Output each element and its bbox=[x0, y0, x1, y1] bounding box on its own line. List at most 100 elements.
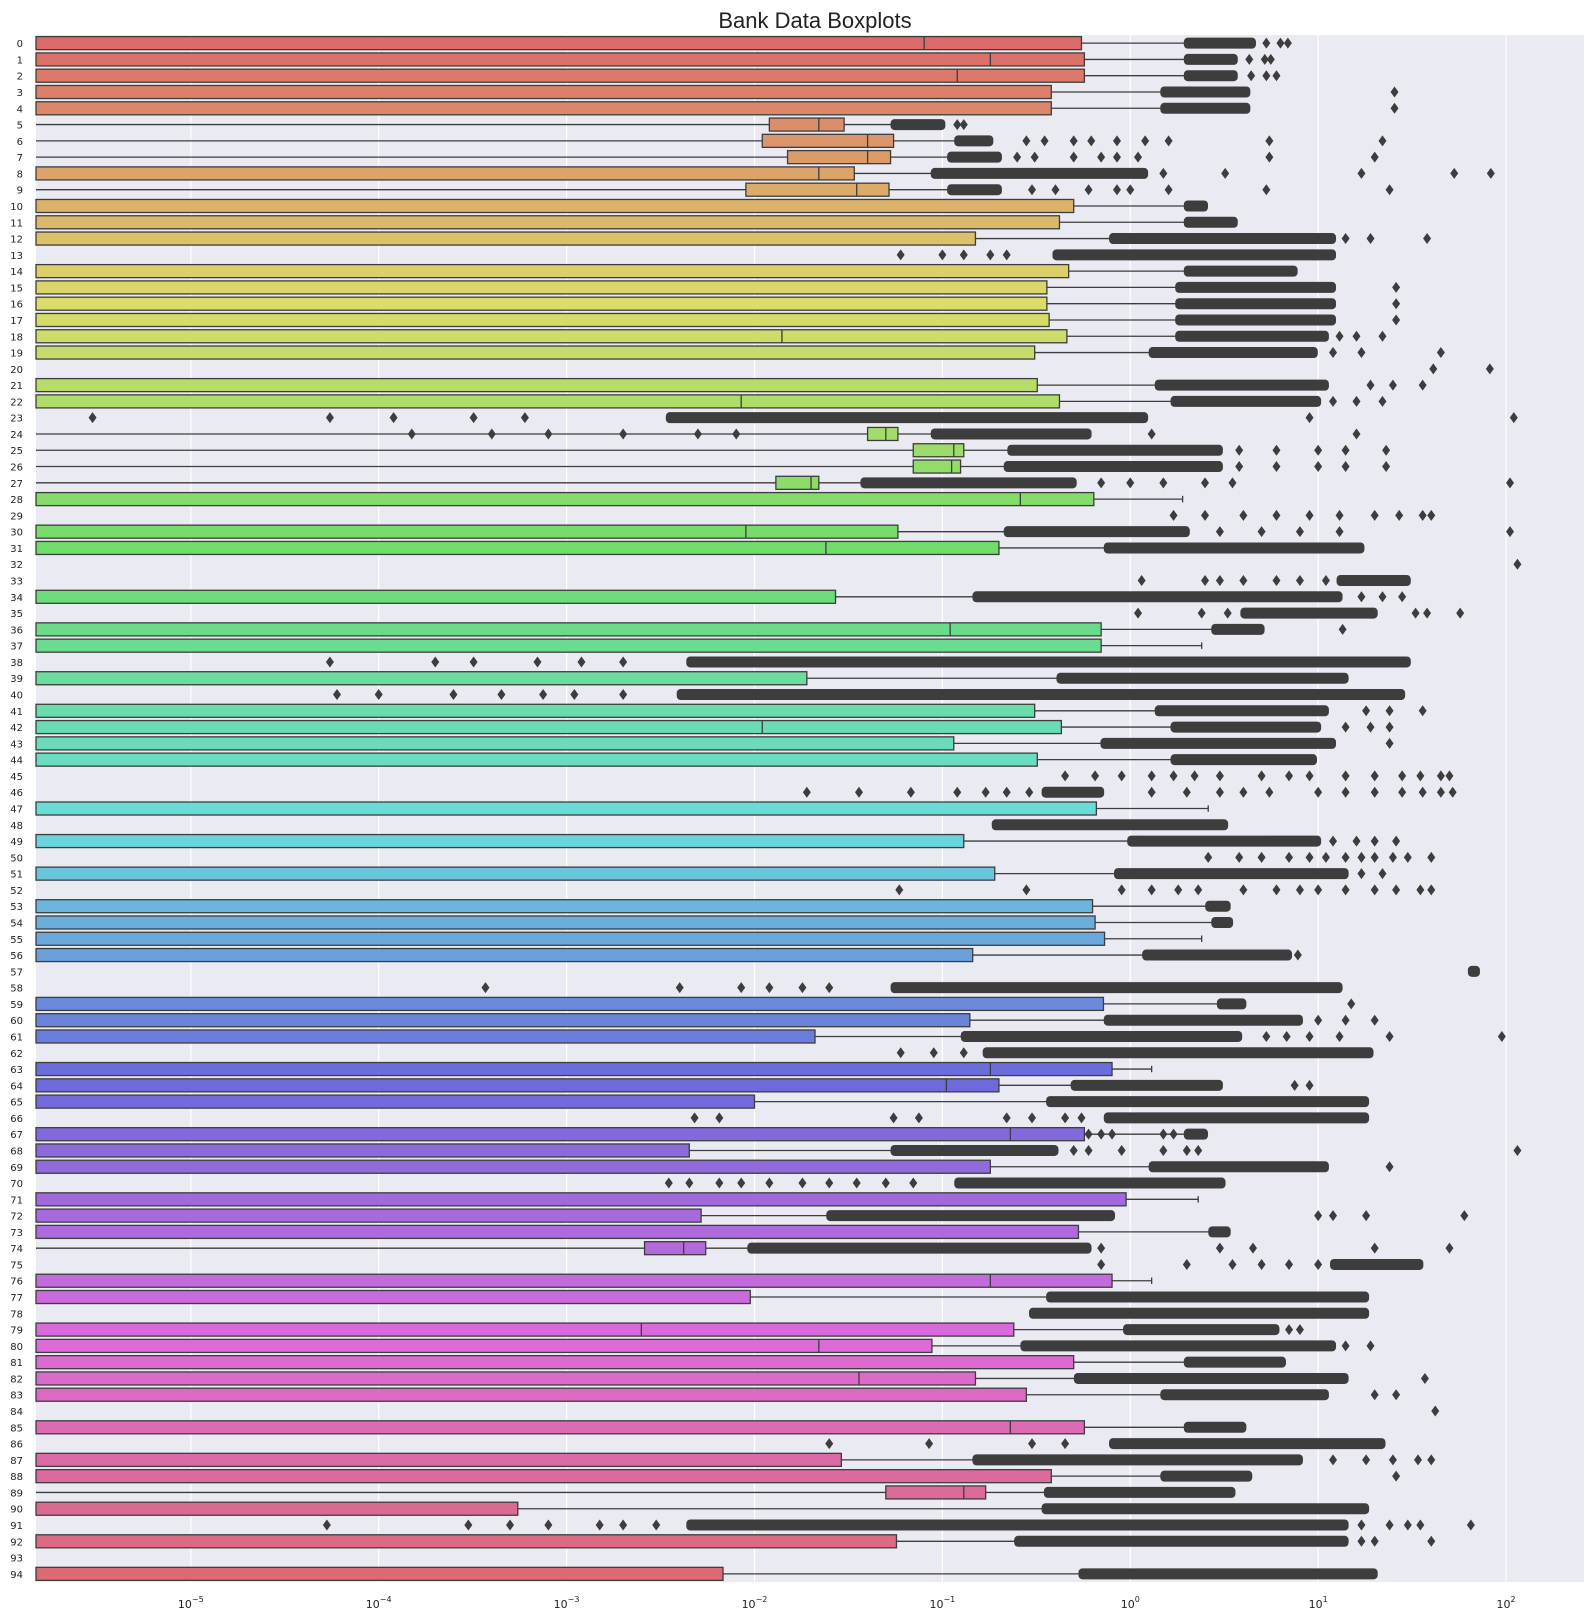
outlier-point bbox=[1025, 786, 1034, 798]
y-tick-label: 29 bbox=[10, 511, 23, 522]
outlier-point bbox=[1285, 770, 1294, 782]
flier-band bbox=[1240, 607, 1378, 619]
box-row-47 bbox=[35, 801, 1209, 816]
y-tick-label: 35 bbox=[10, 609, 23, 620]
outlier-point bbox=[1436, 786, 1445, 798]
box bbox=[35, 84, 1052, 100]
outlier-point bbox=[1385, 1161, 1394, 1173]
outlier-point bbox=[1329, 835, 1338, 847]
box bbox=[745, 182, 890, 197]
outlier-point bbox=[1321, 851, 1330, 863]
outlier-point bbox=[1321, 575, 1330, 587]
x-tick-label: 102 bbox=[1496, 1595, 1515, 1611]
y-tick-label: 80 bbox=[10, 1342, 23, 1353]
box-row-0 bbox=[35, 35, 1292, 51]
box bbox=[35, 1468, 1052, 1484]
outlier-point bbox=[1235, 851, 1244, 863]
outlier-point bbox=[1378, 591, 1387, 603]
box-row-59 bbox=[35, 996, 1356, 1012]
box bbox=[35, 1127, 1086, 1142]
outlier-point bbox=[1357, 1535, 1366, 1547]
y-tick-label: 14 bbox=[10, 267, 23, 278]
flier-band bbox=[1142, 949, 1293, 961]
flier-band bbox=[676, 689, 1406, 701]
outlier-point bbox=[1357, 851, 1366, 863]
y-tick-label: 49 bbox=[10, 837, 23, 848]
y-tick-label: 34 bbox=[10, 593, 23, 604]
box-row-46 bbox=[802, 786, 1457, 798]
outlier-point bbox=[1147, 428, 1156, 440]
box bbox=[35, 1322, 1015, 1337]
box bbox=[35, 198, 1075, 214]
flier-band bbox=[1183, 53, 1238, 65]
outlier-point bbox=[1097, 1258, 1106, 1270]
flier-band bbox=[1043, 1486, 1236, 1498]
outlier-point bbox=[1197, 607, 1206, 619]
outlier-point bbox=[1456, 607, 1465, 619]
outlier-point bbox=[1403, 851, 1412, 863]
y-tick-label: 85 bbox=[10, 1423, 23, 1434]
flier-band bbox=[1183, 265, 1298, 277]
x-tick-base: 10 bbox=[929, 1598, 943, 1611]
outlier-point bbox=[1159, 1144, 1168, 1156]
box-row-16 bbox=[35, 296, 1401, 311]
outlier-point bbox=[1411, 607, 1420, 619]
box-row-77 bbox=[35, 1289, 1370, 1305]
flier-band bbox=[972, 591, 1343, 603]
outlier-point bbox=[798, 1177, 807, 1189]
y-tick-label: 57 bbox=[10, 967, 23, 978]
y-tick-label: 60 bbox=[10, 1016, 23, 1027]
box bbox=[35, 1338, 933, 1354]
outlier-point bbox=[389, 412, 398, 424]
outlier-point bbox=[1028, 184, 1037, 196]
y-tick-label: 41 bbox=[10, 707, 23, 718]
flier-band bbox=[1148, 347, 1318, 359]
x-tick-exponent: −4 bbox=[380, 1595, 392, 1604]
y-tick-label: 82 bbox=[10, 1374, 23, 1385]
outlier-point bbox=[544, 428, 553, 440]
outlier-point bbox=[1370, 1389, 1379, 1401]
x-tick-exponent: −1 bbox=[943, 1595, 955, 1604]
y-tick-label: 50 bbox=[10, 853, 23, 864]
x-tick-label: 10−4 bbox=[366, 1595, 392, 1611]
outlier-point bbox=[506, 1519, 515, 1531]
outlier-point bbox=[520, 412, 529, 424]
box-row-84 bbox=[1431, 1405, 1440, 1417]
box bbox=[35, 736, 955, 751]
y-tick-label: 1 bbox=[17, 55, 23, 66]
y-tick-label: 62 bbox=[10, 1049, 23, 1060]
box bbox=[35, 589, 837, 604]
outlier-point bbox=[1341, 721, 1350, 733]
box bbox=[35, 1029, 816, 1044]
outlier-point bbox=[1366, 721, 1375, 733]
outlier-point bbox=[1239, 884, 1248, 896]
flier-band bbox=[1127, 835, 1322, 847]
box bbox=[35, 1143, 690, 1158]
outlier-point bbox=[1366, 1340, 1375, 1352]
box-row-73 bbox=[35, 1224, 1231, 1240]
y-tick-label: 45 bbox=[10, 772, 23, 783]
y-tick-label: 79 bbox=[10, 1326, 23, 1337]
outlier-point bbox=[1061, 1112, 1070, 1124]
y-tick-label: 46 bbox=[10, 788, 23, 799]
flier-band bbox=[1100, 737, 1337, 749]
outlier-point bbox=[1285, 1258, 1294, 1270]
outlier-point bbox=[959, 249, 968, 261]
outlier-point bbox=[1002, 786, 1011, 798]
outlier-point bbox=[1427, 1535, 1436, 1547]
flier-band bbox=[890, 982, 1343, 994]
outlier-point bbox=[1509, 412, 1518, 424]
box-row-66 bbox=[690, 1112, 1370, 1124]
outlier-point bbox=[1126, 477, 1135, 489]
outlier-point bbox=[1429, 363, 1438, 375]
chart-title: Bank Data Boxplots bbox=[718, 8, 911, 33]
outlier-point bbox=[1201, 575, 1210, 587]
box-row-36 bbox=[35, 622, 1347, 637]
outlier-point bbox=[1112, 151, 1121, 163]
flier-band bbox=[982, 1047, 1374, 1059]
outlier-point bbox=[619, 428, 628, 440]
outlier-point bbox=[1159, 167, 1168, 179]
box bbox=[768, 117, 845, 132]
outlier-point bbox=[1051, 184, 1060, 196]
outlier-point bbox=[896, 1047, 905, 1059]
